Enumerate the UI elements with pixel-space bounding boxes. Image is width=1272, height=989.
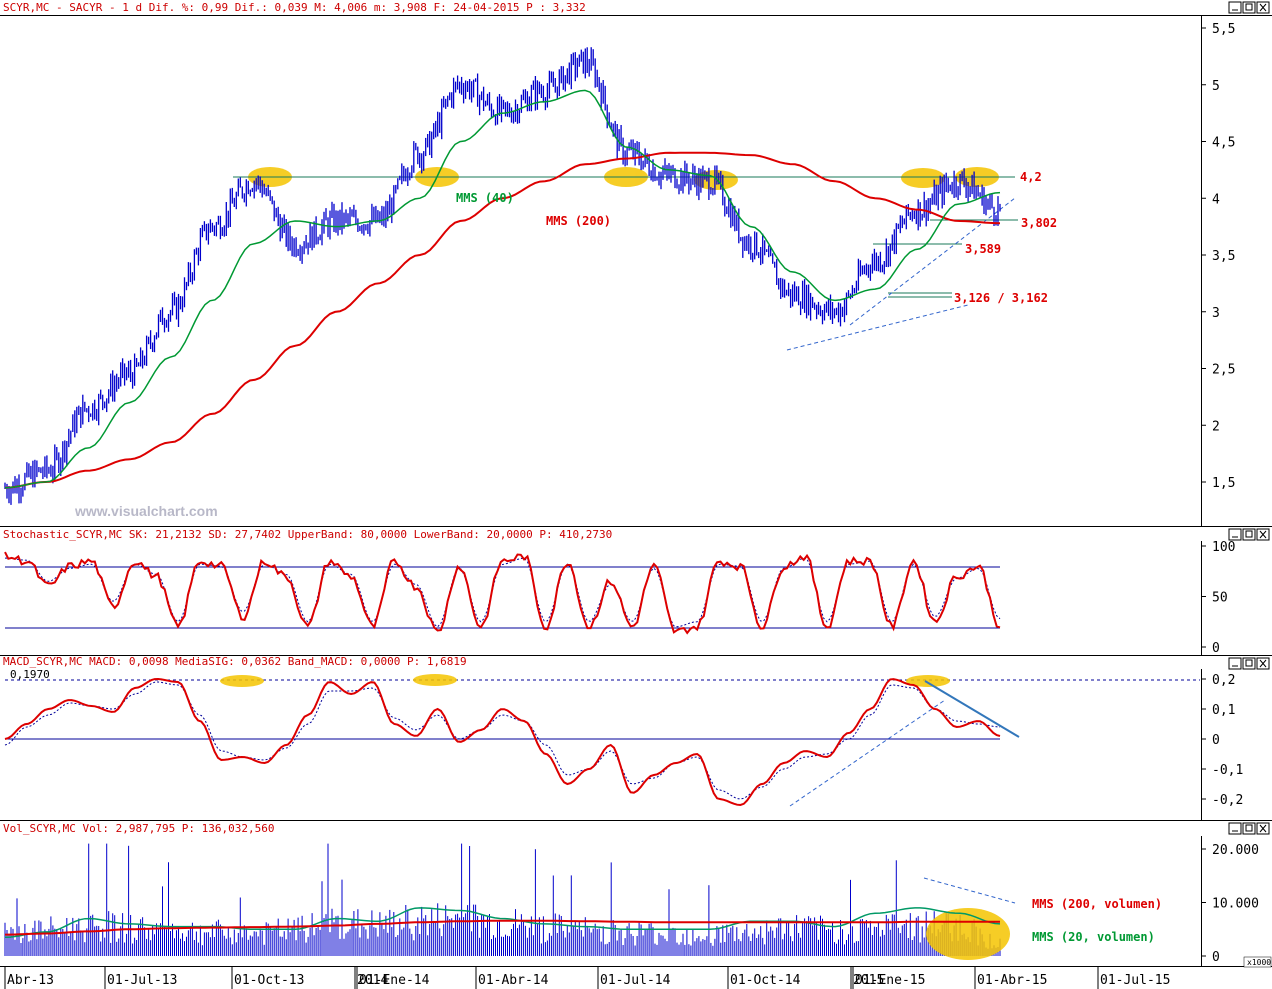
y-tick-label: 5 (1212, 79, 1220, 94)
label-3-589: 3,589 (965, 242, 1001, 256)
macd-y-axis: 0,2 0,1 0 -0,1 -0,2 (1201, 673, 1243, 808)
volume-trend-down (923, 877, 1016, 904)
y-tick-label: 4 (1212, 192, 1220, 207)
label-3-126: 3,126 / 3,162 (954, 291, 1048, 305)
y-tick-label: 3 (1212, 306, 1220, 321)
x-tick-label: 2015 (853, 973, 884, 988)
ma40-line (4, 89, 1001, 489)
x-tick-label: 01-Jul-13 (107, 973, 177, 988)
label-3-802: 3,802 (1021, 216, 1057, 230)
y-tick-label: 4,5 (1212, 136, 1235, 151)
label-mms200-vol: MMS (200, volumen) (1032, 897, 1162, 911)
y-tick-label: 100 (1212, 540, 1235, 555)
vol-y-axis: 20.000 10.000 0 (1201, 843, 1259, 965)
y-tick-label: 10.000 (1212, 897, 1259, 912)
panel-frames (0, 15, 1272, 967)
macd-line (4, 677, 1001, 807)
y-tick-label: 1,5 (1212, 476, 1235, 491)
y-tick-label: -0,2 (1212, 793, 1243, 808)
unit-label: x1000 (1247, 958, 1271, 967)
y-tick-label: 0,2 (1212, 673, 1235, 688)
price-highlights (248, 167, 999, 190)
watermark: www.visualchart.com (74, 503, 218, 519)
y-tick-label: -0,1 (1212, 763, 1243, 778)
x-tick-label: 01-Abr-15 (977, 973, 1047, 988)
volume-ma200-line (5, 919, 1000, 936)
x-tick-label: Abr-13 (7, 973, 54, 988)
y-tick-label: 2 (1212, 419, 1220, 434)
volume-bars (4, 843, 1001, 956)
macd-trend-down (924, 680, 1020, 738)
y-tick-label: 5,5 (1212, 22, 1235, 37)
y-tick-label: 2,5 (1212, 363, 1235, 378)
vol-header: Vol_SCYR,MC Vol: 2,987,795 P: 136,032,56… (3, 822, 275, 835)
x-tick-label: 01-Oct-13 (234, 973, 304, 988)
y-tick-label: 0 (1212, 950, 1220, 965)
y-tick-label: 3,5 (1212, 249, 1235, 264)
x-tick-label: 01-Jul-14 (600, 973, 671, 988)
macd-header: MACD_SCYR,MC MACD: 0,0098 MediaSIG: 0,03… (3, 655, 467, 668)
stoch-sk-line (4, 551, 1001, 635)
x-tick-label: 2014 (357, 973, 388, 988)
price-y-axis: 5,5 5 4,5 4 3,5 3 2,5 2 1,5 (1201, 22, 1235, 491)
macd-signal-line (4, 681, 1001, 800)
stoch-sd-line (4, 557, 1001, 628)
y-tick-label: 20.000 (1212, 843, 1259, 858)
window-buttons (1228, 1, 1270, 835)
y-tick-label: 50 (1212, 591, 1228, 606)
price-series (4, 47, 1001, 505)
label-mms200: MMS (200) (546, 214, 611, 228)
y-tick-label: 0 (1212, 733, 1220, 748)
price-header: SCYR,MC - SACYR - 1 d Dif. %: 0,99 Dif.:… (3, 1, 586, 14)
stoch-header: Stochastic_SCYR,MC SK: 21,2132 SD: 27,74… (3, 528, 612, 541)
unit-box (1243, 956, 1272, 968)
x-tick-label: 01-Ene-15 (855, 973, 925, 988)
stoch-y-axis: 100 50 0 (1201, 540, 1235, 656)
ma200-line (4, 151, 1001, 489)
trendline-lower (786, 304, 969, 351)
label-mms20-vol: MMS (20, volumen) (1032, 930, 1155, 944)
volume-ma20-line (4, 907, 1001, 939)
x-tick-label: 01-Abr-14 (478, 973, 549, 988)
macd-ref-label: 0,1970 (10, 668, 50, 681)
x-tick-label: 01-Ene-14 (359, 973, 430, 988)
label-4-2: 4,2 (1020, 170, 1042, 184)
y-tick-label: 0,1 (1212, 703, 1235, 718)
macd-highlights (220, 674, 950, 687)
x-tick-label: 01-Oct-14 (730, 973, 801, 988)
volume-highlight (926, 908, 1010, 960)
label-mms40: MMS (40) (456, 191, 514, 205)
x-tick-label: 01-Jul-15 (1100, 973, 1170, 988)
y-tick-label: 0 (1212, 641, 1220, 656)
macd-trend-up (789, 699, 946, 807)
